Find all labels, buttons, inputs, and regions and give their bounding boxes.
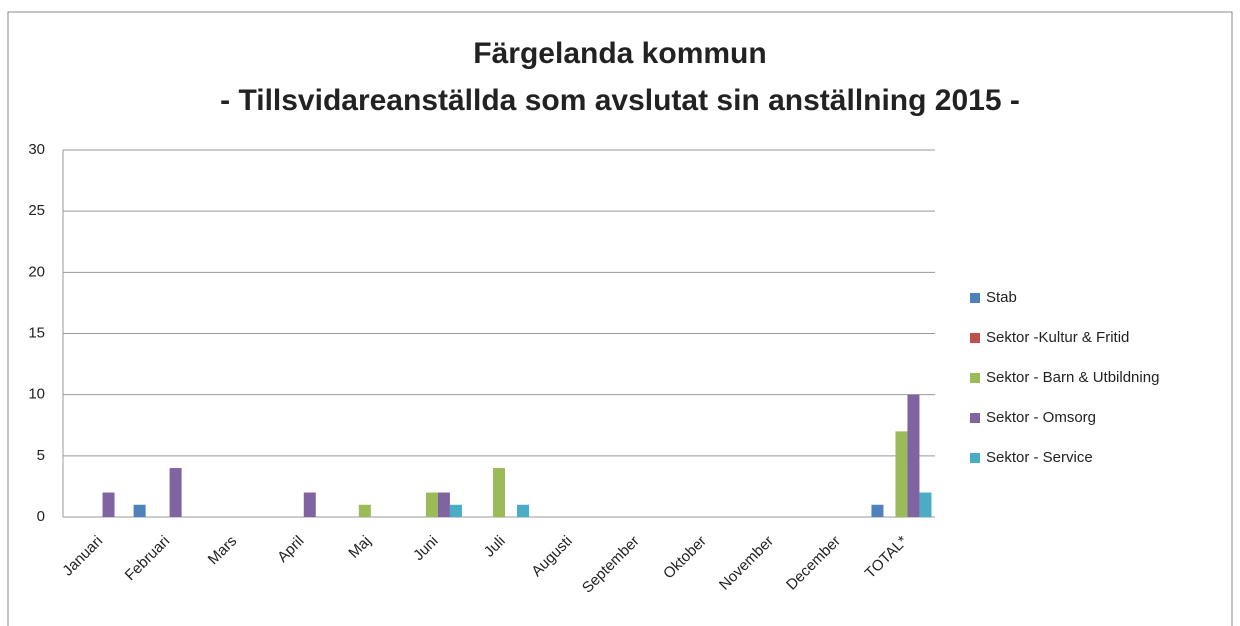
bar bbox=[303, 492, 316, 517]
bar bbox=[102, 492, 115, 517]
y-tick-label: 0 bbox=[37, 508, 45, 525]
legend-label: Sektor - Omsorg bbox=[986, 409, 1096, 426]
legend-label: Sektor -Kultur & Fritid bbox=[986, 329, 1129, 346]
bar bbox=[449, 504, 462, 517]
bar bbox=[895, 431, 908, 517]
bar bbox=[437, 492, 450, 517]
y-tick-label: 5 bbox=[37, 447, 45, 464]
bar bbox=[425, 492, 438, 517]
y-tick-label: 15 bbox=[28, 324, 45, 341]
chart-subtitle: - Tillsvidareanställda som avslutat sin … bbox=[220, 84, 1020, 117]
y-tick-label: 20 bbox=[28, 263, 45, 280]
bar bbox=[133, 504, 146, 517]
legend-swatch bbox=[970, 293, 980, 303]
bar bbox=[169, 468, 182, 517]
legend-swatch bbox=[970, 333, 980, 343]
bar bbox=[907, 394, 920, 517]
legend-label: Stab bbox=[986, 289, 1017, 306]
y-tick-label: 10 bbox=[28, 386, 45, 403]
chart-frame bbox=[7, 11, 1233, 626]
bar bbox=[493, 468, 505, 517]
bar bbox=[919, 492, 932, 517]
legend-swatch bbox=[970, 413, 980, 423]
bar bbox=[871, 504, 884, 517]
bar bbox=[358, 504, 371, 517]
y-tick-label: 30 bbox=[28, 141, 45, 158]
legend-swatch bbox=[970, 373, 980, 383]
y-tick-label: 25 bbox=[28, 202, 45, 219]
legend-label: Sektor - Barn & Utbildning bbox=[986, 369, 1159, 386]
legend-swatch bbox=[970, 453, 980, 463]
legend-label: Sektor - Service bbox=[986, 449, 1093, 466]
bar bbox=[517, 504, 529, 517]
chart-title: Färgelanda kommun bbox=[473, 37, 766, 70]
